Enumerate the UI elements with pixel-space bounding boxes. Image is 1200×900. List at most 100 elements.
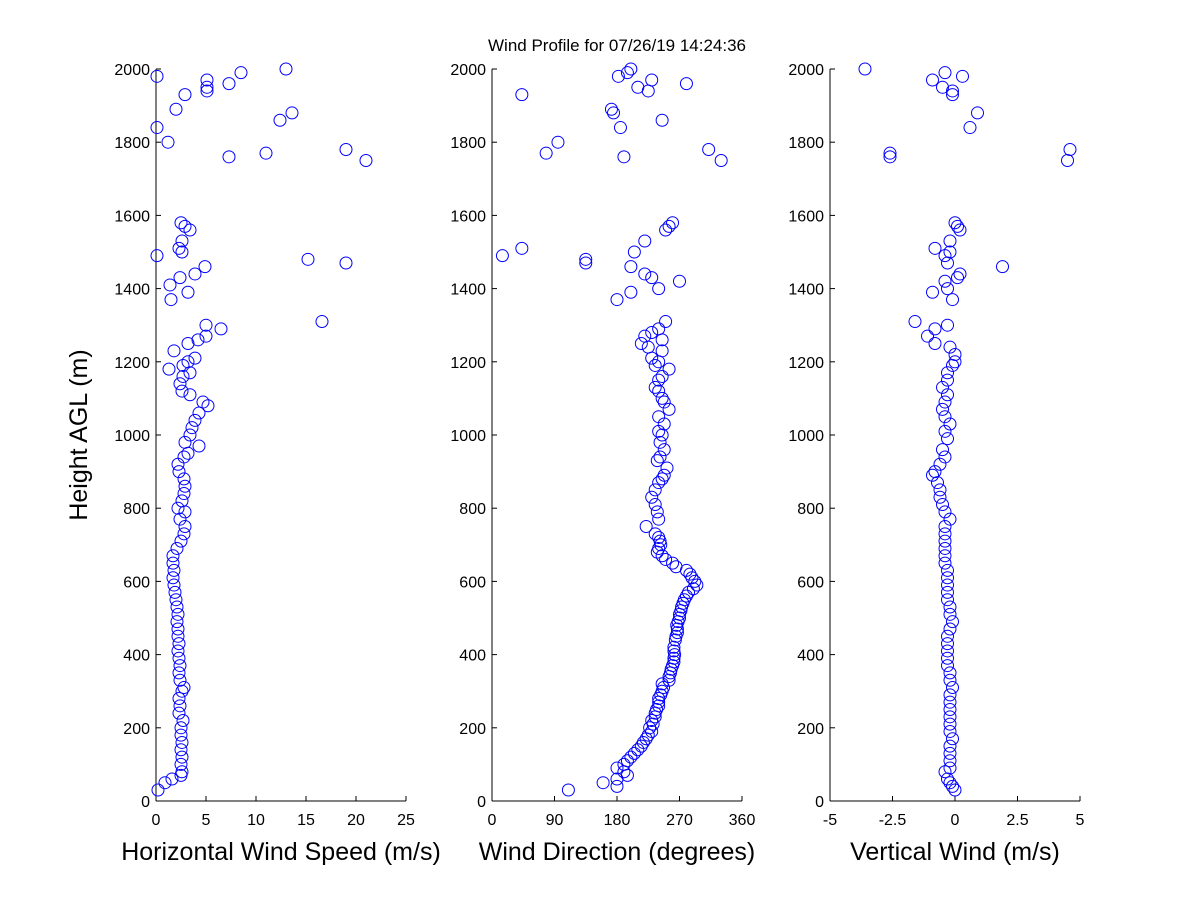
data-point	[943, 739, 957, 753]
data-point	[660, 461, 674, 475]
data-point	[941, 637, 954, 651]
figure-y-axis-label: Height AGL (m)	[65, 349, 93, 520]
data-point	[686, 582, 700, 596]
data-point	[648, 527, 662, 541]
data-point	[946, 615, 959, 629]
data-point	[655, 428, 669, 442]
data-point	[183, 428, 197, 442]
data-point	[943, 512, 957, 526]
data-point	[948, 347, 962, 361]
data-point	[938, 527, 952, 541]
y-tick-label: 1200	[788, 355, 824, 372]
x-tick-label: -5	[823, 812, 837, 829]
data-point	[162, 362, 176, 376]
x-axis-label: Wind Direction (degrees)	[479, 838, 756, 866]
data-point	[624, 62, 638, 76]
data-point	[161, 135, 175, 149]
data-point	[200, 84, 214, 98]
data-point	[167, 563, 181, 577]
data-point	[943, 703, 957, 716]
data-point	[943, 666, 957, 680]
data-point	[938, 534, 952, 548]
data-point	[652, 282, 666, 296]
data-point	[653, 450, 667, 464]
data-point	[339, 256, 353, 270]
scatter-series	[495, 62, 728, 797]
data-point	[222, 150, 236, 164]
data-point	[645, 271, 659, 285]
figure-title: Wind Profile for 07/26/19 14:24:36	[488, 36, 746, 55]
data-point	[928, 465, 942, 479]
data-point	[285, 106, 299, 120]
data-point	[673, 611, 686, 625]
x-tick-label: 180	[604, 812, 631, 829]
data-point	[610, 779, 624, 793]
data-point	[200, 80, 214, 94]
data-point	[655, 113, 669, 127]
data-point	[151, 783, 165, 797]
data-point	[178, 435, 192, 449]
y-tick-label: 600	[797, 574, 824, 591]
data-point	[173, 271, 187, 285]
data-point	[171, 644, 185, 658]
data-point	[666, 216, 680, 230]
data-point	[941, 585, 954, 599]
data-point	[171, 629, 185, 643]
data-point	[634, 739, 648, 753]
data-point	[170, 615, 184, 629]
x-tick-label: 270	[666, 812, 693, 829]
data-point	[650, 454, 664, 468]
data-point	[936, 80, 949, 94]
data-point	[938, 66, 952, 80]
data-point	[172, 651, 186, 665]
data-point	[620, 754, 634, 768]
data-point	[655, 549, 669, 563]
data-point	[943, 761, 957, 775]
data-point	[1063, 143, 1077, 157]
x-axis-label: Vertical Wind (m/s)	[850, 838, 1060, 866]
data-point	[174, 534, 188, 548]
data-point	[938, 541, 952, 555]
data-point	[655, 472, 669, 486]
data-point	[662, 362, 676, 376]
data-point	[645, 73, 659, 87]
y-tick-label: 1000	[788, 428, 824, 445]
data-point	[948, 783, 962, 797]
y-tick-label: 1800	[114, 135, 150, 152]
y-tick-label: 800	[459, 501, 486, 518]
data-point	[648, 483, 662, 497]
data-point	[175, 494, 189, 508]
data-point	[946, 681, 959, 695]
data-point	[638, 234, 652, 248]
data-point	[941, 432, 954, 446]
data-point	[655, 369, 669, 383]
data-point	[173, 377, 187, 391]
data-point	[941, 388, 954, 402]
data-point	[173, 673, 187, 687]
data-point	[941, 563, 954, 577]
y-tick-label: 400	[797, 648, 824, 665]
data-point	[938, 395, 952, 409]
x-tick-label: 15	[297, 812, 315, 829]
data-point	[627, 245, 641, 259]
data-point	[174, 721, 188, 735]
data-point	[273, 113, 287, 127]
data-point	[946, 88, 959, 102]
data-point	[515, 88, 529, 102]
data-point	[908, 315, 922, 329]
data-point	[171, 501, 185, 515]
data-point	[607, 106, 621, 120]
data-point	[175, 234, 189, 248]
data-point	[643, 721, 657, 735]
data-point	[951, 271, 964, 285]
data-point	[515, 241, 529, 255]
data-point	[652, 699, 666, 713]
data-point	[652, 322, 666, 336]
data-point	[667, 640, 681, 654]
data-point	[941, 318, 954, 332]
data-point	[679, 589, 693, 603]
data-point	[175, 245, 189, 259]
data-point	[948, 216, 962, 230]
data-point	[175, 735, 189, 749]
